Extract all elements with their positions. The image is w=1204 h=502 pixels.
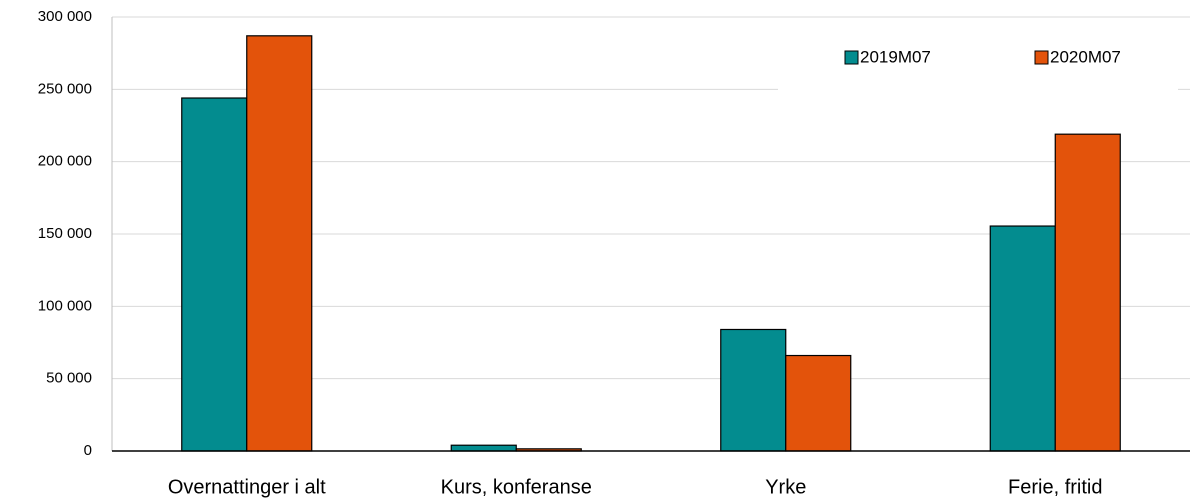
x-tick-label: Overnattinger i alt: [168, 476, 326, 498]
y-tick-label: 250 000: [38, 80, 92, 97]
bar: [181, 97, 248, 452]
y-tick-label: 200 000: [38, 153, 92, 170]
x-tick-label: Kurs, konferanse: [441, 476, 592, 498]
bar: [785, 354, 852, 452]
legend-swatch: [1034, 50, 1049, 65]
y-tick-label: 100 000: [38, 297, 92, 314]
y-tick-label: 150 000: [38, 225, 92, 242]
legend-label: 2020M07: [1050, 47, 1121, 66]
bar: [720, 328, 787, 452]
bar: [246, 35, 313, 452]
bar: [989, 225, 1056, 452]
x-tick-label: Ferie, fritid: [1008, 476, 1102, 498]
bar: [450, 444, 517, 452]
x-tick-label: Yrke: [765, 476, 806, 498]
y-tick-label: 300 000: [38, 8, 92, 25]
y-tick-label: 50 000: [46, 370, 92, 387]
legend-label: 2019M07: [860, 47, 931, 66]
bar: [1054, 133, 1121, 452]
y-tick-label: 0: [84, 442, 92, 459]
legend-swatch: [844, 50, 859, 65]
